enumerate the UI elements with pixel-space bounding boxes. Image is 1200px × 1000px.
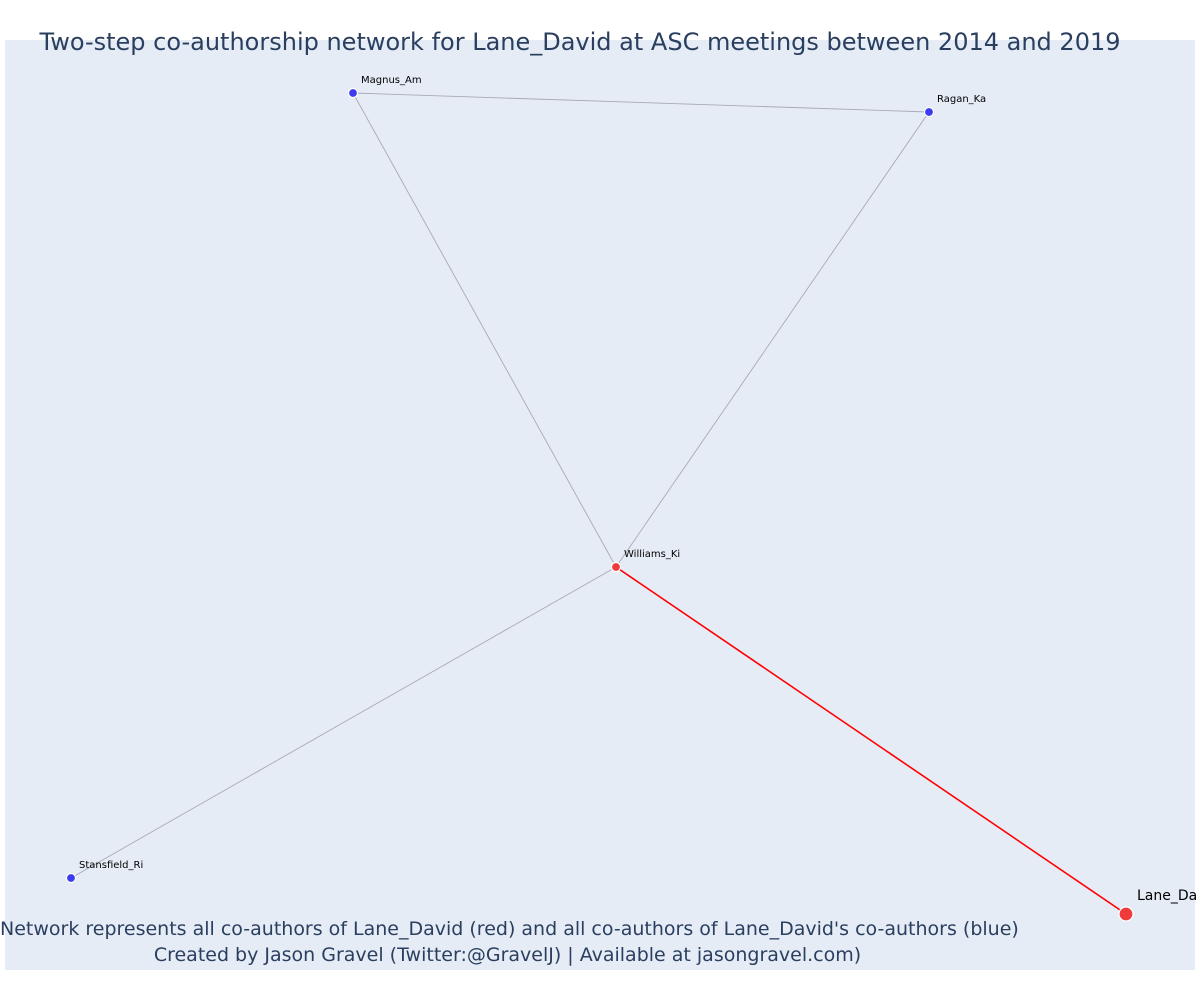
plot-background [5,40,1195,970]
node-label-Stansfield_Ri: Stansfield_Ri [79,860,143,871]
nodes-layer: Magnus_Am Ragan_Ka Williams_Ki Stansfield_R… [65,75,1197,922]
edges-layer [70,92,1127,915]
chart-title: Two-step co-authorship network for Lane_… [39,28,1121,56]
node-label-Williams_Ki: Williams_Ki [624,549,680,560]
node-Williams_Ki[interactable] [610,561,622,573]
node-Ragan_Ka[interactable] [923,106,935,118]
node-label-Lane_David: Lane_Da [1137,888,1197,904]
edge-Ragan_Ka-Williams_Ki [615,111,930,568]
edge-Stansfield_Ri-Williams_Ki [70,566,617,879]
node-Stansfield_Ri[interactable] [65,872,77,884]
caption-line-2: Created by Jason Gravel (Twitter:@Gravel… [153,944,862,966]
edge-Williams_Ki-Lane_David [615,566,1127,915]
node-label-Ragan_Ka: Ragan_Ka [937,94,986,105]
node-label-Magnus_Am: Magnus_Am [361,75,422,86]
node-Magnus_Am[interactable] [347,87,359,99]
edge-Magnus_Am-Ragan_Ka [352,92,930,113]
caption-line-1: Network represents all co-authors of Lan… [0,918,1019,940]
edge-Magnus_Am-Williams_Ki [352,92,617,568]
node-Lane_David[interactable] [1118,906,1134,922]
